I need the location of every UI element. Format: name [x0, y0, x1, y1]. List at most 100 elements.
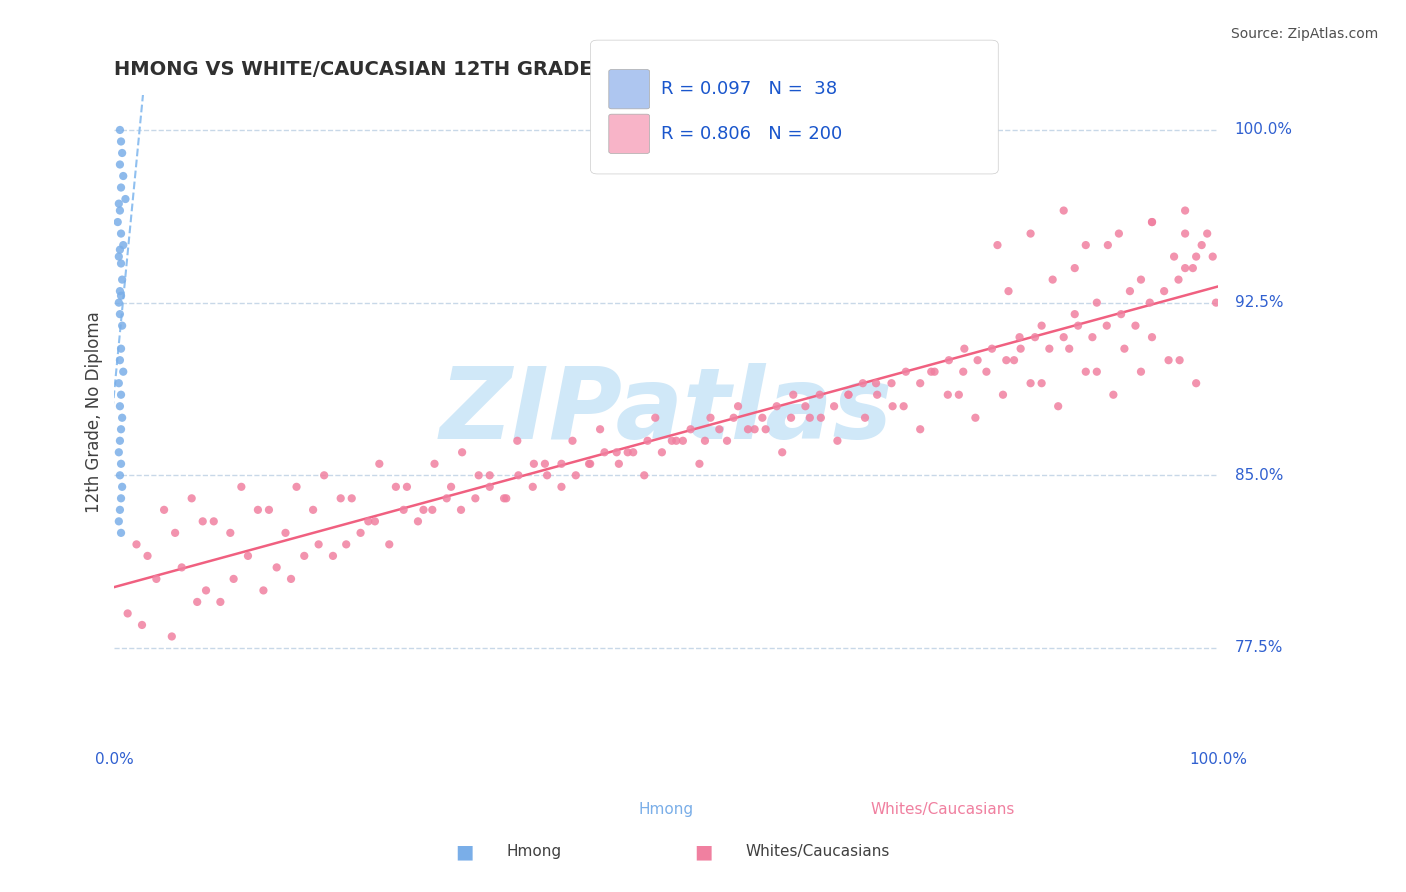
- Point: [751, 410, 773, 425]
- Point: [1167, 272, 1189, 286]
- Point: [236, 549, 259, 563]
- Point: [1108, 227, 1130, 241]
- Point: [131, 618, 153, 632]
- Point: [924, 365, 946, 379]
- Text: R = 0.806   N = 200: R = 0.806 N = 200: [661, 125, 842, 143]
- Point: [679, 422, 702, 436]
- Text: R = 0.097   N =  38: R = 0.097 N = 38: [661, 80, 837, 98]
- Point: [231, 480, 253, 494]
- Point: [1168, 353, 1191, 368]
- Point: [314, 468, 336, 483]
- Point: [936, 388, 959, 402]
- Point: [478, 468, 501, 483]
- Point: [478, 480, 501, 494]
- Point: [285, 480, 308, 494]
- Point: [637, 434, 659, 448]
- Point: [246, 503, 269, 517]
- Point: [865, 376, 887, 391]
- Point: [110, 256, 132, 270]
- Point: [882, 399, 904, 413]
- Point: [976, 365, 998, 379]
- Point: [799, 410, 821, 425]
- Point: [1153, 284, 1175, 298]
- Point: [794, 399, 817, 413]
- Point: [1181, 261, 1204, 276]
- Point: [385, 480, 408, 494]
- Text: 85.0%: 85.0%: [1234, 467, 1284, 483]
- Point: [621, 445, 644, 459]
- Point: [280, 572, 302, 586]
- Point: [274, 525, 297, 540]
- Point: [780, 410, 803, 425]
- Point: [1047, 399, 1070, 413]
- Point: [1157, 353, 1180, 368]
- Point: [995, 353, 1018, 368]
- Point: [495, 491, 517, 506]
- Point: [209, 595, 232, 609]
- Y-axis label: 12th Grade, No Diploma: 12th Grade, No Diploma: [86, 311, 103, 513]
- Point: [522, 480, 544, 494]
- Point: [1140, 215, 1163, 229]
- Point: [114, 192, 136, 206]
- Point: [180, 491, 202, 506]
- Point: [894, 365, 917, 379]
- Point: [195, 583, 218, 598]
- Point: [727, 399, 749, 413]
- Point: [112, 238, 135, 252]
- Point: [1102, 388, 1125, 402]
- Point: [948, 388, 970, 402]
- Point: [1063, 261, 1085, 276]
- Point: [1063, 307, 1085, 321]
- Point: [1085, 365, 1108, 379]
- Point: [110, 388, 132, 402]
- Point: [672, 434, 695, 448]
- Point: [965, 410, 987, 425]
- Point: [723, 410, 745, 425]
- Point: [329, 491, 352, 506]
- Point: [523, 457, 546, 471]
- Point: [616, 445, 638, 459]
- Point: [1109, 307, 1132, 321]
- Text: ■: ■: [454, 842, 474, 862]
- Text: 92.5%: 92.5%: [1234, 295, 1284, 310]
- Point: [165, 525, 187, 540]
- Point: [145, 572, 167, 586]
- Point: [1097, 238, 1119, 252]
- Point: [1042, 272, 1064, 286]
- Point: [1197, 227, 1219, 241]
- Point: [808, 388, 831, 402]
- Point: [108, 284, 131, 298]
- Point: [153, 503, 176, 517]
- Point: [464, 491, 486, 506]
- Point: [108, 243, 131, 257]
- Point: [1057, 342, 1080, 356]
- Point: [125, 537, 148, 551]
- Point: [117, 607, 139, 621]
- Point: [412, 503, 434, 517]
- Text: 100.0%: 100.0%: [1234, 122, 1292, 137]
- Point: [1119, 284, 1142, 298]
- Text: Whites/Caucasians: Whites/Caucasians: [870, 802, 1015, 817]
- Point: [112, 365, 135, 379]
- Point: [1008, 330, 1031, 344]
- Point: [908, 422, 931, 436]
- Point: [880, 376, 903, 391]
- Point: [191, 514, 214, 528]
- Point: [395, 480, 418, 494]
- Point: [986, 238, 1008, 252]
- Point: [853, 410, 876, 425]
- Point: [506, 434, 529, 448]
- Point: [908, 376, 931, 391]
- Point: [108, 307, 131, 321]
- Text: ZIPatlas: ZIPatlas: [440, 364, 893, 460]
- Point: [765, 399, 787, 413]
- Text: 100.0%: 100.0%: [1189, 752, 1247, 766]
- Point: [693, 434, 716, 448]
- Point: [186, 595, 208, 609]
- Point: [920, 365, 942, 379]
- Point: [716, 434, 738, 448]
- Point: [494, 491, 516, 506]
- Point: [110, 422, 132, 436]
- Point: [952, 365, 974, 379]
- Point: [111, 480, 134, 494]
